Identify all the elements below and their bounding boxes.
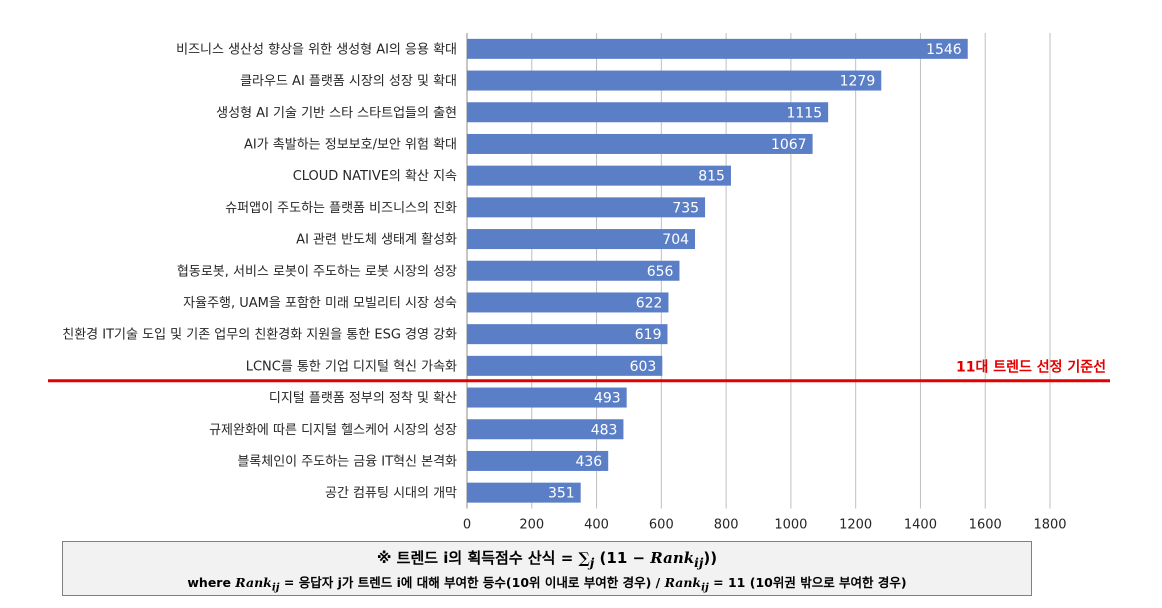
bar bbox=[467, 133, 813, 154]
x-tick-label: 600 bbox=[649, 518, 674, 533]
formula-prefix: ※ 트렌드 i의 획득점수 산식 = bbox=[376, 549, 579, 567]
value-label: 483 bbox=[591, 422, 618, 438]
rank-subscript-b: ij bbox=[701, 581, 709, 594]
bar bbox=[467, 292, 669, 313]
category-label: 공간 컴퓨팅 시대의 개막 bbox=[325, 486, 457, 501]
category-label: 비즈니스 생산성 향상을 위한 생성형 AI의 응용 확대 bbox=[176, 42, 457, 57]
sum-subscript: j bbox=[589, 555, 595, 570]
bar bbox=[467, 450, 609, 471]
value-label: 1067 bbox=[771, 137, 807, 153]
value-label: 493 bbox=[594, 391, 621, 407]
value-label: 436 bbox=[575, 454, 602, 470]
rank-symbol-a: Rank bbox=[235, 575, 272, 590]
paren-open: (11 − bbox=[594, 549, 651, 567]
threshold: 11대 트렌드 선정 기준선 bbox=[48, 359, 1110, 383]
value-label: 622 bbox=[636, 295, 663, 311]
value-label: 1279 bbox=[840, 74, 876, 90]
category-label: LCNC를 통한 기업 디지털 혁신 가속화 bbox=[246, 359, 457, 374]
value-label: 815 bbox=[698, 169, 725, 185]
bars: 1546 1279 1115 1067 815 735 704 656 622 619 603 493… bbox=[467, 38, 968, 503]
category-label: 클라우드 AI 플랫폼 시장의 성장 및 확대 bbox=[240, 74, 457, 89]
rank-subscript-a: ij bbox=[271, 581, 280, 594]
formula-line2: where Rankij = 응답자 j가 트렌드 i에 대해 부여한 등수(1… bbox=[63, 574, 1031, 597]
x-tick-label: 1600 bbox=[969, 518, 1002, 533]
bar bbox=[467, 197, 706, 218]
category-label: CLOUD NATIVE의 확산 지속 bbox=[293, 169, 457, 184]
x-tick-label: 200 bbox=[519, 518, 544, 533]
value-label: 351 bbox=[548, 486, 575, 502]
x-tick-label: 800 bbox=[714, 518, 739, 533]
sum-symbol: ∑ bbox=[578, 549, 590, 567]
category-label: 디지털 플랫폼 정부의 정착 및 확산 bbox=[269, 391, 457, 406]
value-label: 704 bbox=[662, 232, 689, 248]
category-label: 생성형 AI 기술 기반 스타 스타트업들의 출현 bbox=[216, 106, 457, 121]
bar bbox=[467, 387, 627, 408]
value-label: 1546 bbox=[926, 42, 962, 58]
formula-box: ※ 트렌드 i의 획득점수 산식 = ∑j (11 − Rankij)) whe… bbox=[62, 541, 1032, 596]
bar bbox=[467, 355, 663, 376]
bar bbox=[467, 324, 668, 345]
value-label: 656 bbox=[647, 264, 674, 280]
category-label: 자율주행, UAM을 포함한 미래 모빌리티 시장 성숙 bbox=[183, 295, 457, 311]
category-label: 블록체인이 주도하는 금융 IT혁신 본격화 bbox=[237, 454, 457, 469]
bar bbox=[467, 482, 581, 503]
bar bbox=[467, 102, 829, 123]
x-tick-label: 0 bbox=[463, 518, 471, 533]
bar bbox=[467, 229, 696, 250]
x-tick-label: 1200 bbox=[839, 518, 872, 533]
definition-end-text: = 11 (10위권 밖으로 부여한 경우) bbox=[708, 575, 907, 590]
bar bbox=[467, 260, 680, 281]
bar bbox=[467, 38, 968, 59]
rank-symbol: Rank bbox=[650, 549, 695, 567]
x-tick-label: 1000 bbox=[774, 518, 807, 533]
value-label: 603 bbox=[630, 359, 657, 375]
bar bbox=[467, 165, 731, 186]
category-label: 슈퍼앱이 주도하는 플랫폼 비즈니스의 진화 bbox=[225, 201, 457, 216]
rank-subscript: ij bbox=[694, 555, 704, 570]
where-text: where bbox=[187, 575, 236, 590]
x-tick-label: 400 bbox=[584, 518, 609, 533]
paren-close: )) bbox=[703, 549, 718, 567]
bar bbox=[467, 419, 624, 440]
category-label: 친환경 IT기술 도입 및 기존 업무의 친환경화 지원을 통한 ESG 경영 … bbox=[62, 328, 457, 343]
value-label: 619 bbox=[635, 327, 662, 343]
rank-symbol-b: Rank bbox=[664, 575, 702, 590]
bar-chart: 1546 1279 1115 1067 815 735 704 656 622 619 603 493… bbox=[48, 33, 1110, 533]
threshold-label: 11대 트렌드 선정 기준선 bbox=[956, 359, 1106, 376]
category-label: 협동로봇, 서비스 로봇이 주도하는 로봇 시장의 성장 bbox=[177, 264, 457, 279]
category-label: AI가 촉발하는 정보보호/보안 위험 확대 bbox=[244, 137, 457, 152]
definition-text: = 응답자 j가 트렌드 i에 대해 부여한 등수(10위 이내로 부여한 경우… bbox=[279, 575, 665, 590]
formula-line1: ※ 트렌드 i의 획득점수 산식 = ∑j (11 − Rankij)) bbox=[63, 547, 1031, 574]
value-label: 735 bbox=[672, 200, 699, 216]
category-label: 규제완화에 따른 디지털 헬스케어 시장의 성장 bbox=[209, 423, 457, 438]
value-label: 1115 bbox=[786, 105, 822, 121]
category-label: AI 관련 반도체 생태계 활성화 bbox=[296, 233, 457, 248]
x-tick-label: 1400 bbox=[904, 518, 937, 533]
x-tick-label: 1800 bbox=[1033, 518, 1066, 533]
bar bbox=[467, 70, 882, 91]
x-axis-ticks: 0 200 400 600 800 1000 1200 1400 1600 1800 bbox=[463, 518, 1067, 533]
